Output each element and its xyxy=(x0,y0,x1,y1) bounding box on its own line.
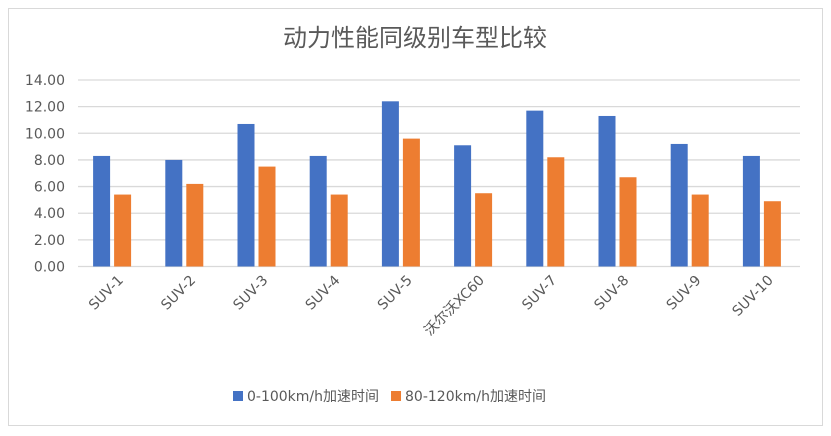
y-tick-label: 2.00 xyxy=(34,233,65,249)
bar-0-100-2 xyxy=(237,123,255,267)
bar-0-100-6 xyxy=(526,110,544,267)
legend-swatch xyxy=(391,391,402,401)
bar-0-100-5 xyxy=(454,145,472,267)
bars xyxy=(93,101,781,267)
legend-swatch xyxy=(233,391,243,401)
y-axis-ticks: 0.00 2.00 4.00 6.00 8.00 10.00 12.00 14.00 xyxy=(25,73,65,276)
bar-80-120-4 xyxy=(402,138,420,267)
bar-0-100-0 xyxy=(93,155,111,267)
bar-0-100-3 xyxy=(309,155,327,267)
y-tick-label: 14.00 xyxy=(25,73,65,89)
legend-label: 0-100km/h加速时间 xyxy=(247,389,379,405)
bar-80-120-1 xyxy=(186,183,204,267)
bar-0-100-1 xyxy=(165,159,183,267)
y-tick-label: 0.00 xyxy=(34,260,65,276)
bar-0-100-4 xyxy=(381,101,399,267)
bar-0-100-8 xyxy=(670,143,688,267)
y-tick-label: 6.00 xyxy=(34,180,65,196)
y-tick-label: 12.00 xyxy=(25,100,65,116)
bar-80-120-6 xyxy=(547,157,565,267)
bar-80-120-8 xyxy=(691,194,709,267)
bar-80-120-9 xyxy=(763,201,781,267)
bar-80-120-3 xyxy=(330,194,348,267)
y-tick-label: 8.00 xyxy=(34,153,65,169)
bar-80-120-0 xyxy=(114,194,132,267)
bar-0-100-7 xyxy=(598,115,616,267)
y-tick-label: 4.00 xyxy=(34,206,65,222)
y-tick-label: 10.00 xyxy=(25,126,65,142)
bar-80-120-2 xyxy=(258,166,276,267)
legend-label: 80-120km/h加速时间 xyxy=(405,389,546,405)
legend: 0-100km/h加速时间 80-120km/h加速时间 xyxy=(233,389,546,405)
bar-80-120-7 xyxy=(619,177,637,267)
bar-0-100-9 xyxy=(742,155,760,267)
bar-80-120-5 xyxy=(475,193,493,267)
chart-title: 动力性能同级别车型比较 xyxy=(283,24,547,52)
